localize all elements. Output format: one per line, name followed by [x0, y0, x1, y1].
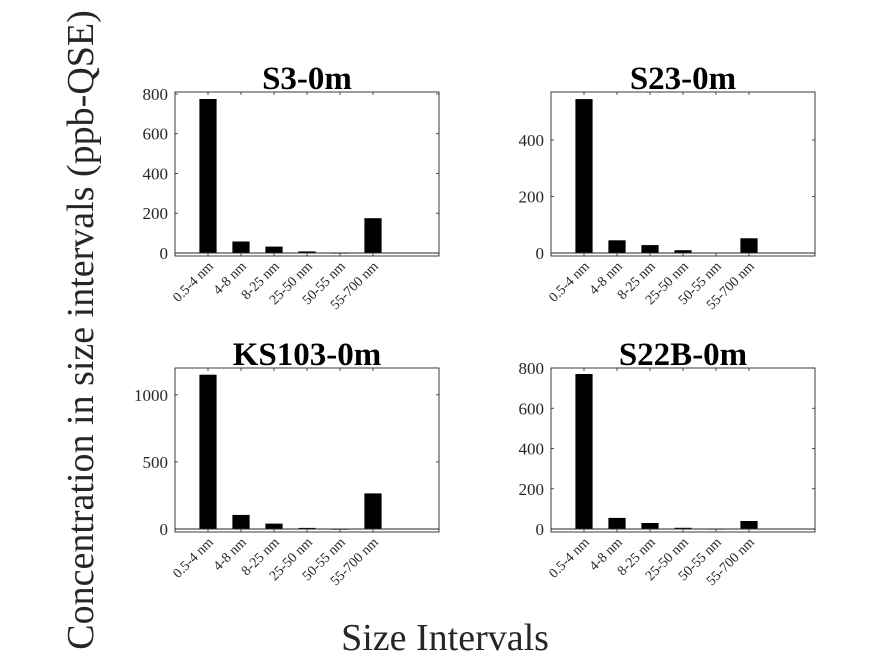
bar — [199, 99, 217, 253]
y-tick-label: 400 — [519, 440, 545, 459]
bar — [674, 250, 692, 253]
y-tick-label: 600 — [143, 125, 169, 144]
x-tick-label: 0.5-4 nm — [546, 259, 592, 305]
bar — [674, 527, 692, 529]
bar — [265, 246, 283, 253]
panel-title: S23-0m — [630, 61, 736, 97]
bar — [199, 374, 217, 529]
figure-x-axis-label: Size Intervals — [341, 617, 549, 656]
y-tick-label: 0 — [160, 520, 169, 539]
panel-title: S22B-0m — [619, 337, 747, 373]
x-tick-label: 0.5-4 nm — [546, 535, 592, 581]
x-tick-label: 0.5-4 nm — [170, 535, 216, 581]
bar — [298, 527, 316, 529]
y-tick-label: 600 — [519, 399, 545, 418]
bar — [740, 521, 758, 529]
y-tick-label: 0 — [536, 244, 545, 263]
bar — [364, 218, 382, 253]
y-tick-label: 500 — [143, 453, 169, 472]
panel-title: S3-0m — [262, 61, 352, 97]
bar — [641, 245, 659, 253]
y-tick-label: 400 — [519, 131, 545, 150]
figure-y-axis-label: Concentration in size intervals (ppb-QSE… — [60, 10, 102, 650]
y-tick-label: 800 — [143, 85, 169, 104]
bar — [364, 493, 382, 529]
y-tick-label: 800 — [519, 359, 545, 378]
bar — [265, 523, 283, 529]
panel-title: KS103-0m — [233, 337, 382, 373]
bar — [641, 523, 659, 529]
y-tick-label: 400 — [143, 164, 169, 183]
y-tick-label: 200 — [143, 204, 169, 223]
y-tick-label: 0 — [536, 520, 545, 539]
y-tick-label: 1000 — [134, 386, 168, 405]
bar — [298, 251, 316, 253]
y-tick-label: 200 — [519, 480, 545, 499]
y-tick-label: 0 — [160, 244, 169, 263]
bar — [575, 374, 593, 529]
bar — [608, 240, 626, 253]
bar — [740, 238, 758, 253]
x-tick-label: 0.5-4 nm — [170, 259, 216, 305]
bar — [608, 517, 626, 529]
y-tick-label: 200 — [519, 188, 545, 207]
bar — [575, 99, 593, 253]
bar — [232, 514, 250, 529]
bar — [232, 241, 250, 253]
